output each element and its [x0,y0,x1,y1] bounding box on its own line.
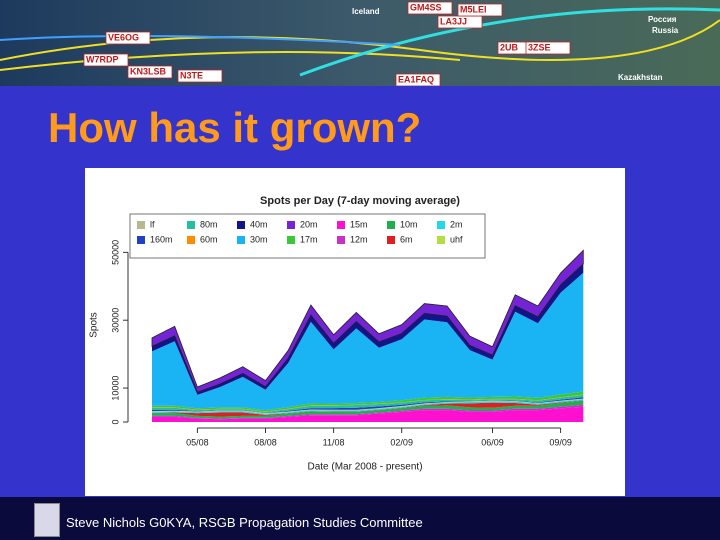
y-tick-label: 50000 [110,240,120,265]
map-label: M5LEI [460,4,487,14]
y-tick-label: 30000 [110,308,120,333]
legend-swatch [237,236,245,244]
chart-title: Spots per Day (7-day moving average) [260,195,460,207]
map-label: Iceland [352,7,380,16]
area [152,404,584,420]
legend-swatch [337,221,345,229]
legend-swatch [387,221,395,229]
legend-label: 6m [400,234,413,244]
slide-title: How has it grown? [48,104,422,151]
x-tick-label: 09/09 [549,437,572,447]
area [152,391,584,412]
footer: Steve Nichols G0KYA, RSGB Propagation St… [0,497,720,540]
map-label: EA1FAQ [398,74,434,84]
legend-swatch [287,236,295,244]
map-label: Russia [652,26,679,35]
legend-swatch [437,221,445,229]
legend-label: 12m [350,234,368,244]
x-tick-label: 11/08 [323,437,345,447]
legend-label: 80m [200,219,218,229]
x-tick-label: 08/08 [254,437,277,447]
legend-label: 10m [400,219,418,229]
map-label-box [177,69,223,83]
legend-swatch [287,221,295,229]
legend-swatch [437,236,445,244]
map-label-box [457,3,503,17]
map-label-box [407,1,453,15]
map-label: LA3JJ [440,16,467,26]
map-label: 2UB [500,42,519,52]
y-axis-label: Spots [89,312,100,338]
map-label: W7RDP [86,54,119,64]
area [152,272,584,411]
map-label: GM4SS [410,2,442,12]
legend-label: 20m [300,219,318,229]
map-label-box [105,31,151,45]
legend-swatch [187,236,195,244]
y-tick-label: 10000 [110,376,120,401]
legend-swatch [387,236,395,244]
x-tick-label: 02/09 [390,437,413,447]
y-tick-label: 0 [110,419,120,424]
map-label: 3ZSE [528,42,551,52]
area [152,400,584,419]
legend-swatch [187,221,195,229]
legend-label: 160m [150,234,173,244]
legend-label: 15m [350,219,368,229]
map-label-box [395,73,441,86]
legend-swatch [337,236,345,244]
legend-label: 60m [200,234,218,244]
map-label-box [525,41,571,55]
legend-swatch [237,221,245,229]
footer-text: Steve Nichols G0KYA, RSGB Propagation St… [66,515,423,530]
map-banner: Iceland GM4SS LA3JJ M5LEI Россия Russia VE6OG W… [0,0,720,86]
legend-label: 2m [450,219,463,229]
map-label: VE6OG [108,32,139,42]
x-tick-label: 06/09 [481,437,504,447]
legend-label: lf [150,219,155,229]
x-axis-label: Date (Mar 2008 - present) [307,462,422,473]
map-label: KN3LSB [130,66,167,76]
chart: Spots per Day (7-day moving average) Dat… [85,168,625,496]
legend-label: 30m [250,234,268,244]
legend-swatch [137,236,145,244]
area [151,249,584,393]
map-label-box [83,53,129,67]
area [152,406,584,422]
legend-label: 40m [250,219,268,229]
legend-label: uhf [450,234,463,244]
x-tick-label: 05/08 [186,437,209,447]
logo [34,503,60,537]
map-label: N3TE [180,70,203,80]
map-label-box [127,65,173,79]
legend-label: 17m [300,234,318,244]
area [152,400,584,417]
map-label: Россия [648,15,677,24]
legend-swatch [137,221,145,229]
map-label: Kazakhstan [618,73,663,82]
